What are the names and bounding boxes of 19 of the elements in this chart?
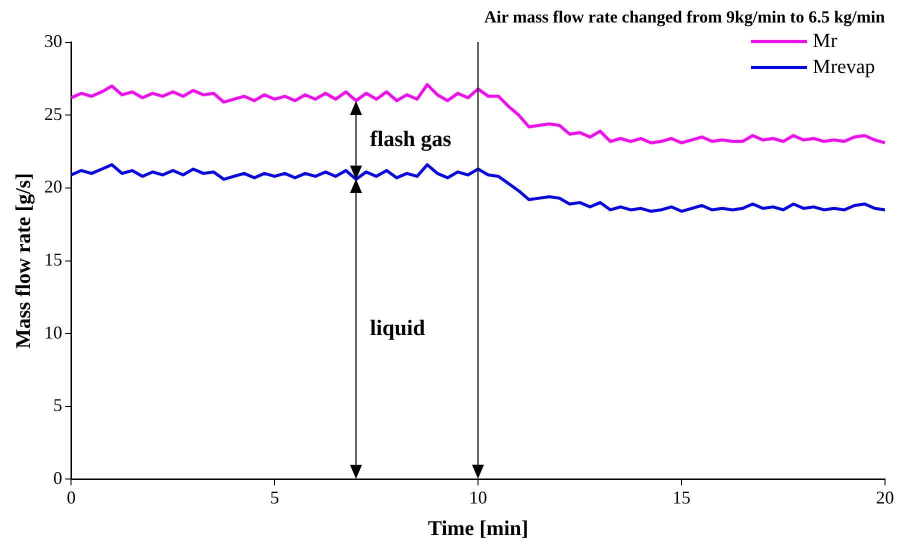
y-tick-label: 10 — [44, 322, 62, 342]
x-tick-label: 10 — [469, 488, 488, 508]
legend-label: Mrevap — [812, 55, 875, 80]
y-tick-label: 5 — [53, 395, 62, 416]
annotation: liquid — [370, 315, 426, 342]
annotation: flash gas — [370, 126, 452, 152]
y-tick-label: 20 — [44, 176, 62, 197]
x-tick-label: 15 — [672, 488, 691, 508]
x-tick-label: 5 — [270, 488, 280, 508]
y-axis-title: Mass flow rate [g/s] — [11, 173, 36, 349]
x-tick-label: 20 — [876, 488, 894, 508]
legend-label: Mr — [812, 29, 838, 54]
chart-title: Air mass flow rate changed from 9kg/min to 6.5 kg/min — [484, 8, 886, 27]
x-tick-label: 0 — [66, 488, 76, 508]
y-tick-label: 0 — [53, 468, 62, 488]
y-tick-label: 15 — [44, 250, 62, 270]
y-tick-label: 30 — [44, 31, 62, 52]
y-tick-label: 25 — [44, 104, 62, 124]
x-axis-title: Time [min] — [428, 516, 528, 540]
